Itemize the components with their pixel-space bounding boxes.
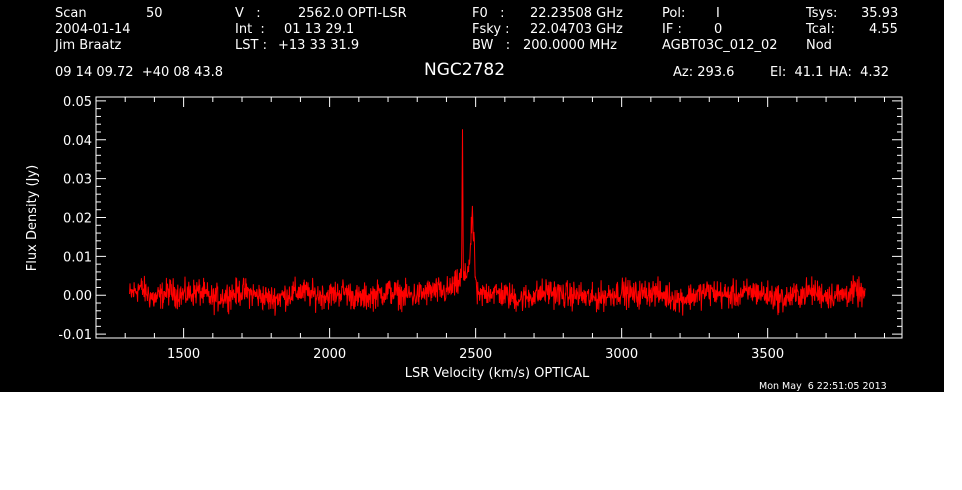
elevation: El: 41.1 [770,65,824,80]
source-coordinates: 09 14 09.72 +40 08 43.8 [55,65,224,80]
x-axis-label: LSR Velocity (km/s) OPTICAL [405,366,590,381]
source-name: NGC2782 [424,60,506,80]
tcal-label: Tcal: [806,22,835,37]
f0-value: 22.23508 GHz [530,6,623,21]
scan-label: Scan [55,6,87,21]
procedure-name: Nod [806,38,832,53]
if-value: 0 [714,22,723,37]
tsys-value: 35.93 [861,6,899,21]
x-tick-label: 1500 [167,347,200,362]
azimuth: Az: 293.6 [673,65,735,80]
integration-label: Int : [235,22,265,37]
polarization-label: Pol: [662,6,686,21]
f0-label: F0 : [472,6,505,21]
lst-label: LST : [235,38,267,53]
fsky-label: Fsky : [472,22,510,37]
x-tick-label: 2000 [313,347,346,362]
tick-labels: 1500 2000 2500 3000 3500 -0.01 0.00 0.01 0.02 0.0… [58,95,784,362]
y-tick-label: 0.03 [63,173,92,188]
velocity-value: 2562.0 OPTI-LSR [298,6,407,21]
observation-date: 2004-01-14 [55,22,131,37]
integration-value: 01 13 29.1 [284,22,355,37]
fsky-value: 22.04703 GHz [530,22,623,37]
y-tick-label: 0.01 [63,250,92,265]
x-tick-label: 3500 [751,347,784,362]
y-axis-label: Flux Density (Jy) [25,165,40,271]
tsys-label: Tsys: [806,6,838,21]
plot-timestamp: Mon May 6 22:51:05 2013 [759,381,887,392]
bandwidth-label: BW : [472,38,511,53]
lst-value: +13 33 31.9 [278,38,360,53]
y-tick-label: -0.01 [58,328,92,343]
tick-marks [95,97,902,338]
plot-canvas: Scan 50 2004-01-14 Jim Braatz 09 14 09.7… [0,0,944,392]
y-tick-label: 0.00 [63,289,92,304]
tcal-value: 4.55 [869,22,898,37]
spectrum-line [129,129,866,316]
observer-name: Jim Braatz [55,38,122,53]
y-tick-label: 0.02 [63,212,92,227]
x-tick-label: 2500 [459,347,492,362]
x-tick-label: 3000 [605,347,638,362]
project-id: AGBT03C_012_02 [662,38,778,53]
spectrum-chart: 1500 2000 2500 3000 3500 -0.01 0.00 0.01 0.02 0.0… [25,95,903,381]
scan-value: 50 [146,6,163,21]
y-tick-label: 0.05 [63,95,92,110]
bandwidth-value: 200.0000 MHz [523,38,617,53]
hour-angle: HA: 4.32 [829,65,890,80]
y-tick-label: 0.04 [63,134,92,149]
polarization-value: I [716,6,720,21]
if-label: IF : [662,22,682,37]
velocity-label: V : [235,6,261,21]
